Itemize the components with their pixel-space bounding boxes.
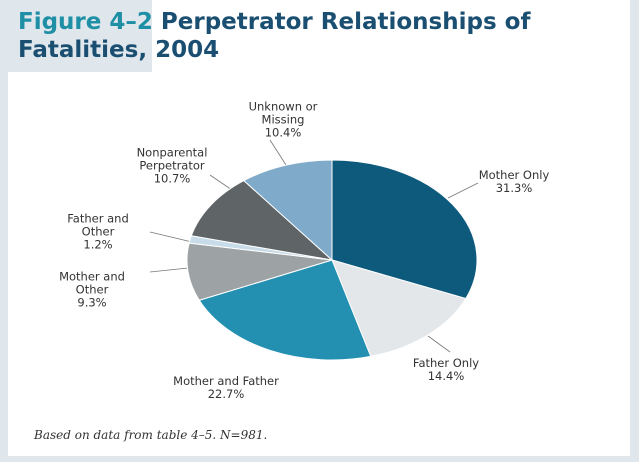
value-label: 22.7% bbox=[207, 387, 245, 401]
leader-line bbox=[149, 267, 189, 273]
category-label: Mother and Father bbox=[173, 374, 279, 388]
slice-label: Mother and Father 22.7% bbox=[151, 375, 301, 401]
leader-line bbox=[149, 231, 193, 243]
value-label: 31.3% bbox=[495, 181, 533, 195]
panel bbox=[152, 0, 630, 80]
category-label: Father Only bbox=[412, 356, 480, 370]
slice-label: Unknown or Missing 10.4% bbox=[248, 99, 318, 140]
leader-line bbox=[269, 139, 287, 166]
slice-label: Father and Other 1.2% bbox=[58, 211, 138, 252]
category-label: Nonparental Perpetrator bbox=[136, 145, 208, 173]
category-label: Mother and Other bbox=[59, 269, 125, 297]
slice-label: Mother Only 31.3% bbox=[464, 169, 564, 195]
figure-label: Figure 4–2 bbox=[18, 9, 153, 35]
leader-line bbox=[447, 182, 479, 199]
value-label: 10.4% bbox=[264, 125, 302, 140]
category-label: Father and Other bbox=[67, 211, 129, 239]
category-label: Unknown or Missing bbox=[248, 99, 318, 127]
leader-line bbox=[427, 335, 451, 353]
leader-lines bbox=[149, 139, 479, 353]
leader-line bbox=[209, 174, 233, 191]
pie-slice bbox=[198, 259, 372, 361]
pie-slice bbox=[186, 242, 333, 301]
slice-label: Nonparental Perpetrator 10.7% bbox=[127, 145, 217, 186]
footnote: Based on data from table 4–5. N=981. bbox=[34, 428, 268, 442]
pie-slice bbox=[242, 159, 333, 262]
value-label: 14.4% bbox=[427, 369, 465, 383]
value-label: 10.7% bbox=[153, 171, 191, 186]
pie-slice bbox=[331, 159, 478, 300]
chart-title-block: Figure 4–2 Perpetrator Relationships of … bbox=[18, 8, 558, 64]
category-label: Mother Only bbox=[478, 168, 550, 182]
chart-title: Perpetrator Relationships of Fatalities,… bbox=[18, 9, 531, 63]
value-label: 1.2% bbox=[83, 237, 113, 252]
slice-label: Mother and Other 9.3% bbox=[52, 269, 132, 310]
value-label: 9.3% bbox=[77, 295, 107, 310]
slice-label: Father Only 14.4% bbox=[396, 357, 496, 383]
pie-slice bbox=[331, 259, 467, 357]
pie-slice bbox=[190, 179, 334, 261]
